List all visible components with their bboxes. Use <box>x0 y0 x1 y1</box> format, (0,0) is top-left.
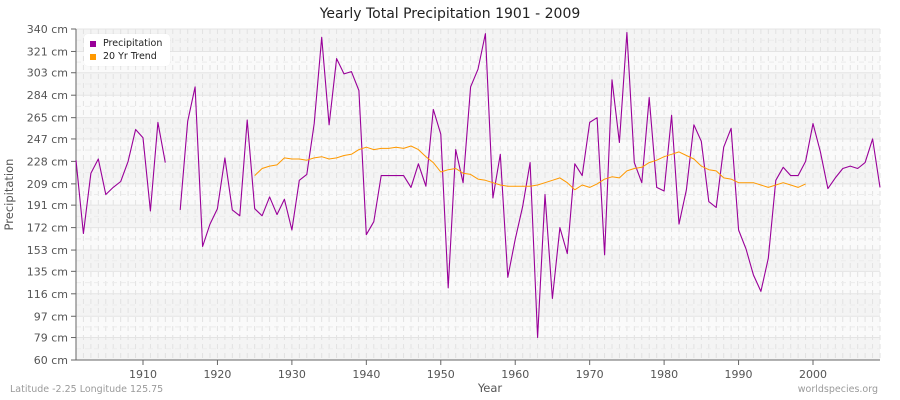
x-tick-label: 1950 <box>427 368 455 381</box>
x-axis-label: Year <box>477 381 503 395</box>
legend-label-precipitation: Precipitation <box>103 38 163 49</box>
x-tick-label: 1910 <box>129 368 157 381</box>
trend-line <box>254 145 806 191</box>
y-tick-label: 265 cm <box>27 112 68 125</box>
y-tick-label: 340 cm <box>27 23 68 36</box>
chart-title: Yearly Total Precipitation 1901 - 2009 <box>319 6 581 22</box>
precipitation-line <box>179 31 881 339</box>
x-tick-label: 1960 <box>501 368 529 381</box>
legend-item-trend: 20 Yr Trend <box>90 50 162 63</box>
chart-legend: Precipitation 20 Yr Trend <box>84 34 171 66</box>
y-tick-label: 79 cm <box>34 332 68 345</box>
legend-swatch-precipitation <box>90 40 96 47</box>
location-caption: Latitude -2.25 Longitude 125.75 <box>10 384 164 395</box>
y-tick-label: 135 cm <box>27 265 68 278</box>
y-tick-label: 191 cm <box>27 199 68 212</box>
x-tick-label: 1930 <box>278 368 306 381</box>
y-tick-label: 116 cm <box>27 288 68 301</box>
y-tick-label: 228 cm <box>27 155 68 168</box>
x-tick-label: 1920 <box>203 368 231 381</box>
x-tick-label: 2000 <box>799 368 827 381</box>
source-caption: worldspecies.org <box>797 384 878 395</box>
x-tick-label: 1990 <box>725 368 753 381</box>
x-tick-label: 1970 <box>576 368 604 381</box>
y-tick-label: 153 cm <box>27 244 68 257</box>
legend-swatch-trend <box>90 53 96 60</box>
legend-label-trend: 20 Yr Trend <box>103 51 157 62</box>
x-tick-label: 1940 <box>352 368 380 381</box>
precipitation-line <box>75 121 166 235</box>
legend-item-precipitation: Precipitation <box>90 37 162 50</box>
x-tick-label: 1980 <box>650 368 678 381</box>
y-tick-label: 172 cm <box>27 222 68 235</box>
y-tick-label: 303 cm <box>27 67 68 80</box>
y-tick-label: 321 cm <box>27 45 68 58</box>
y-tick-label: 209 cm <box>27 178 68 191</box>
y-axis-label: Precipitation <box>2 159 16 231</box>
y-tick-label: 284 cm <box>27 89 68 102</box>
y-tick-label: 97 cm <box>34 310 68 323</box>
y-tick-label: 60 cm <box>34 354 68 367</box>
y-tick-label: 247 cm <box>27 133 68 146</box>
